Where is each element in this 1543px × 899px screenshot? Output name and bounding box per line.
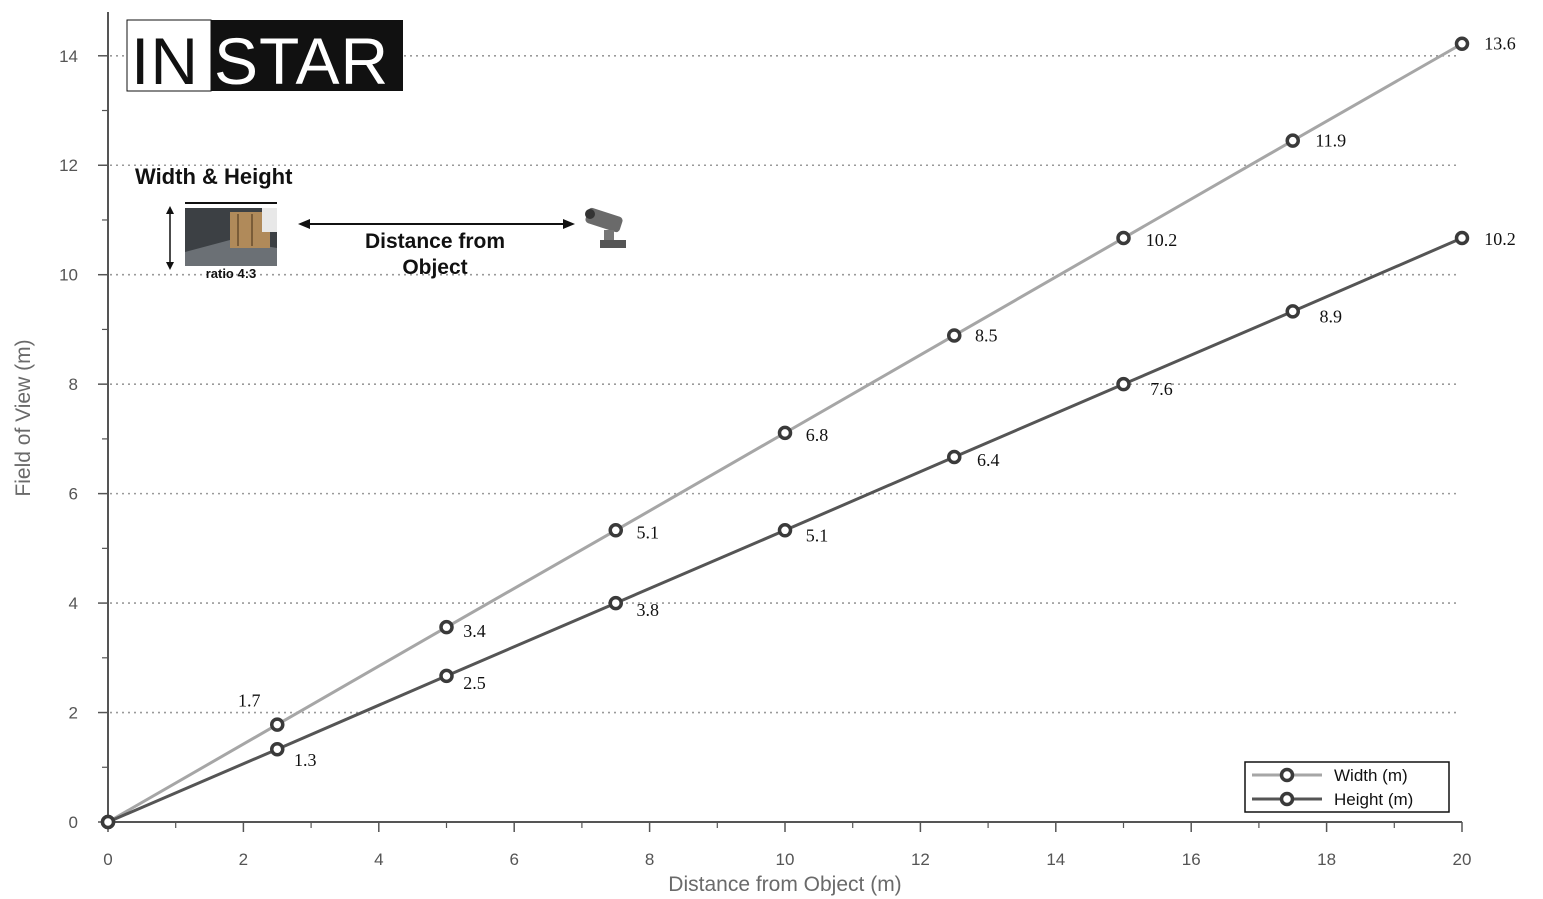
legend-label-width: Width (m) bbox=[1334, 766, 1408, 785]
fov-inset: Width & Height ratio 4:3 Distance from O… bbox=[135, 164, 626, 281]
legend-item-width: Width (m) bbox=[1252, 766, 1408, 785]
distance-double-arrow bbox=[298, 219, 575, 229]
data-label-height-m: 8.9 bbox=[1320, 306, 1343, 326]
data-label-width-m: 8.5 bbox=[975, 325, 998, 345]
x-tick-label: 2 bbox=[239, 850, 248, 869]
data-label-width-m: 10.2 bbox=[1146, 230, 1178, 250]
x-tick-label: 18 bbox=[1317, 850, 1336, 869]
height-arrow bbox=[166, 206, 174, 270]
data-point-width-m bbox=[1285, 133, 1300, 148]
data-label-width-m: 11.9 bbox=[1315, 131, 1346, 151]
x-tick-label: 4 bbox=[374, 850, 383, 869]
data-point-width-m bbox=[947, 328, 962, 343]
logo-text-in: IN bbox=[131, 24, 199, 98]
x-tick-label: 6 bbox=[509, 850, 518, 869]
data-point-height-m bbox=[777, 523, 793, 538]
data-label-height-m: 2.5 bbox=[463, 673, 486, 693]
data-label-height-m: 3.8 bbox=[637, 600, 660, 620]
x-tick-label: 10 bbox=[776, 850, 795, 869]
inset-ratio-label: ratio 4:3 bbox=[206, 266, 257, 281]
instar-logo: IN STAR bbox=[126, 19, 403, 98]
inset-distance-line1: Distance from bbox=[365, 230, 505, 253]
y-tick-label: 6 bbox=[69, 485, 78, 504]
axis-ticks: 0 2 4 6 8 10 12 14 0 2 4 6 8 10 12 14 16 18 20 bbox=[59, 47, 1471, 869]
data-point-height-m bbox=[608, 595, 623, 611]
data-label-height-m: 1.3 bbox=[294, 750, 317, 770]
y-tick-label: 10 bbox=[59, 266, 78, 285]
data-point-height-m bbox=[270, 741, 285, 757]
legend-label-height: Height (m) bbox=[1334, 790, 1413, 809]
gridlines bbox=[110, 54, 1458, 714]
x-tick-label: 12 bbox=[911, 850, 930, 869]
data-point-width-m bbox=[270, 717, 285, 732]
logo-white-box bbox=[126, 19, 212, 92]
x-tick-label: 8 bbox=[645, 850, 654, 869]
x-tick-label: 14 bbox=[1046, 850, 1065, 869]
x-tick-label: 16 bbox=[1182, 850, 1201, 869]
y-tick-label: 0 bbox=[69, 813, 78, 832]
security-camera-icon bbox=[585, 207, 626, 248]
legend: Width (m) Height (m) bbox=[1244, 761, 1450, 813]
logo-text-star: STAR bbox=[214, 24, 389, 98]
x-tick-label: 0 bbox=[103, 850, 112, 869]
data-label-height-m: 7.6 bbox=[1150, 379, 1173, 399]
data-label-width-m: 5.1 bbox=[637, 522, 660, 542]
data-label-height-m: 6.4 bbox=[977, 450, 1000, 470]
y-tick-label: 2 bbox=[69, 704, 78, 723]
data-point-height-m bbox=[1285, 304, 1300, 319]
data-point-height-m bbox=[439, 668, 454, 684]
data-label-height-m: 10.2 bbox=[1484, 229, 1516, 249]
logo-black-box bbox=[211, 20, 403, 91]
room-scene-thumbnail bbox=[185, 208, 277, 266]
data-point-height-m bbox=[1454, 230, 1470, 246]
y-axis-title: Field of View (m) bbox=[12, 339, 35, 496]
x-axis-title: Distance from Object (m) bbox=[668, 873, 901, 896]
data-label-width-m: 13.6 bbox=[1484, 34, 1516, 54]
y-tick-label: 12 bbox=[59, 156, 78, 175]
data-point-height-m bbox=[1116, 376, 1131, 392]
data-label-width-m: 6.8 bbox=[806, 425, 829, 445]
data-point-width-m bbox=[1454, 36, 1470, 51]
data-point-width-m bbox=[608, 523, 623, 538]
data-point-width-m bbox=[439, 619, 454, 635]
data-point-height-m bbox=[947, 449, 962, 465]
data-point-height-m bbox=[100, 814, 116, 830]
data-point-width-m bbox=[1116, 230, 1131, 246]
legend-item-height: Height (m) bbox=[1252, 790, 1413, 809]
data-labels: 1.7 3.4 5.1 6.8 8.5 10.2 11.9 13.6 1.3 2.5 3.8 5.1 6… bbox=[238, 34, 1516, 770]
legend-box bbox=[1244, 761, 1450, 813]
y-tick-label: 14 bbox=[59, 47, 78, 66]
data-label-width-m: 3.4 bbox=[463, 621, 486, 641]
inset-title: Width & Height bbox=[135, 164, 293, 189]
y-tick-label: 8 bbox=[69, 375, 78, 394]
inset-distance-line2: Object bbox=[402, 256, 467, 279]
data-label-height-m: 5.1 bbox=[806, 525, 829, 545]
axes bbox=[107, 12, 1462, 823]
data-point-width-m bbox=[777, 425, 793, 441]
series bbox=[100, 36, 1470, 830]
x-tick-label: 20 bbox=[1453, 850, 1472, 869]
data-label-width-m: 1.7 bbox=[238, 691, 261, 711]
y-tick-label: 4 bbox=[69, 594, 78, 613]
